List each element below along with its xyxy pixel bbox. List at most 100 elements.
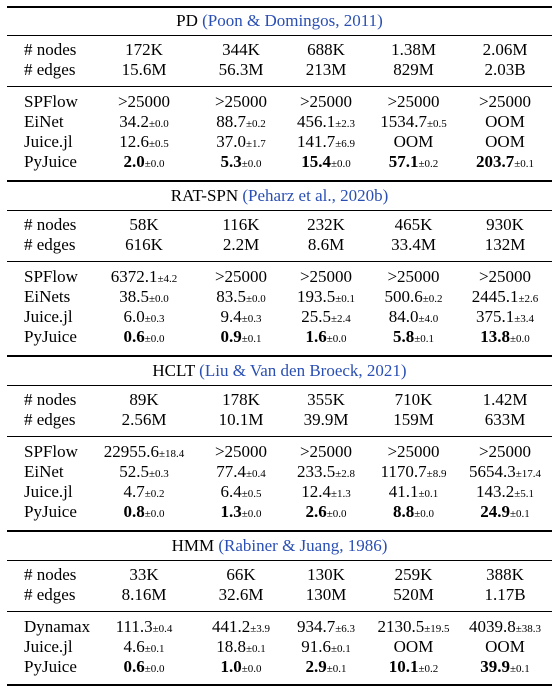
- cell-value: 456.1: [296, 112, 336, 131]
- cell: 111.3±0.4: [98, 617, 190, 637]
- cell-value: 6.4: [220, 482, 242, 501]
- cell: 520M: [393, 585, 434, 604]
- cell: 15.6M: [121, 60, 167, 79]
- title-rule: [7, 385, 552, 386]
- cell: 58K: [129, 215, 159, 234]
- cell-std: ±0.0: [509, 333, 530, 345]
- edges-row: # edges 2.56M 10.1M 39.9M 159M 633M: [0, 410, 559, 430]
- method-label: EiNet: [24, 112, 64, 131]
- cell: 2.06M: [482, 40, 528, 59]
- cell-value: 77.4: [216, 462, 246, 481]
- cell: 375.1±3.4: [455, 307, 555, 327]
- citation-link[interactable]: (Rabiner & Juang, 1986): [218, 536, 388, 555]
- cell: 2.2M: [222, 235, 260, 254]
- cell: 143.2±5.1: [455, 482, 555, 502]
- citation-link[interactable]: (Poon & Domingos, 2011): [202, 11, 383, 30]
- cell-std: ±0.1: [509, 508, 530, 520]
- cell-std: ±0.5: [426, 118, 447, 130]
- nodes-row: # nodes 58K 116K 232K 465K 930K: [0, 215, 559, 235]
- cell: 203.7±0.1: [455, 152, 555, 172]
- top-rule: [7, 180, 552, 182]
- cell: 633M: [484, 410, 526, 429]
- method-label: SPFlow: [24, 442, 78, 461]
- cell: 12.4±1.3: [285, 482, 367, 502]
- cell: 39.9M: [303, 410, 349, 429]
- cell: 0.9±0.1: [200, 327, 282, 347]
- cell-value: 0.8: [123, 502, 145, 521]
- cell-std: ±4.0: [418, 313, 439, 325]
- cell: 132M: [484, 235, 526, 254]
- cell: 5.3±0.0: [200, 152, 282, 172]
- cell: 5.8±0.1: [367, 327, 460, 347]
- top-rule: [7, 355, 552, 357]
- title-rule: [7, 35, 552, 36]
- cell: 616K: [125, 235, 163, 254]
- cell: OOM: [367, 132, 460, 152]
- cell: 2130.5±19.5: [367, 617, 460, 637]
- citation-link[interactable]: (Liu & Van den Broeck, 2021): [199, 361, 407, 380]
- cell-value: >25000: [299, 442, 353, 461]
- cell-value: >25000: [214, 92, 268, 111]
- method-label: Juice.jl: [24, 637, 73, 656]
- cell: 12.6±0.5: [98, 132, 190, 152]
- method-label: EiNet: [24, 462, 64, 481]
- cell-std: ±2.8: [335, 468, 356, 480]
- method-label: PyJuice: [24, 327, 77, 346]
- cell-value: 18.8: [216, 637, 246, 656]
- cell-std: ±3.9: [250, 623, 271, 635]
- cell-value: 0.9: [220, 327, 242, 346]
- method-row: Dynamax 111.3±0.4 441.2±3.9 934.7±6.3 2130.5…: [0, 617, 559, 637]
- cell: 829M: [393, 60, 434, 79]
- cell: 52.5±0.3: [98, 462, 190, 482]
- method-row: PyJuice 0.8±0.0 1.3±0.0 2.6±0.0 8.8±0.0 24.9±…: [0, 502, 559, 522]
- cell-value: 5654.3: [468, 462, 516, 481]
- row-label: # edges: [24, 585, 76, 604]
- cell: 5654.3±17.4: [455, 462, 555, 482]
- method-label: EiNets: [24, 287, 71, 306]
- section-title: HMM (Rabiner & Juang, 1986): [0, 536, 559, 556]
- cell: 930K: [486, 215, 524, 234]
- cell: 1170.7±8.9: [367, 462, 460, 482]
- cell-std: ±0.1: [514, 158, 535, 170]
- cell: 465K: [394, 215, 433, 234]
- cell-value: 500.6: [384, 287, 423, 306]
- cell-value: 0.6: [123, 327, 145, 346]
- cell-value: >25000: [214, 267, 268, 286]
- cell-std: ±6.3: [335, 623, 356, 635]
- cell-value: 41.1: [388, 482, 419, 501]
- cell: 130K: [307, 565, 345, 584]
- cell-std: ±0.5: [148, 138, 169, 150]
- cell: 1.6±0.0: [285, 327, 367, 347]
- cell: 233.5±2.8: [285, 462, 367, 482]
- section-title-text: HCLT: [152, 361, 195, 380]
- cell-std: ±0.0: [241, 663, 262, 675]
- cell-value: 111.3: [115, 617, 153, 636]
- cell: 141.7±6.9: [285, 132, 367, 152]
- cell: 4.7±0.2: [98, 482, 190, 502]
- cell-std: ±0.0: [326, 508, 347, 520]
- section-title: PD (Poon & Domingos, 2011): [0, 11, 559, 31]
- cell: 456.1±2.3: [285, 112, 367, 132]
- cell-value: 37.0: [216, 132, 246, 151]
- cell-value: 15.4: [301, 152, 331, 171]
- cell: 1.3±0.0: [200, 502, 282, 522]
- cell-value: 91.6: [301, 637, 331, 656]
- cell-value: 141.7: [296, 132, 336, 151]
- cell: 84.0±4.0: [367, 307, 460, 327]
- cell-std: ±0.1: [418, 488, 439, 500]
- section-title-text: RAT-SPN: [170, 186, 239, 205]
- bottom-rule: [7, 684, 552, 686]
- citation-link[interactable]: (Peharz et al., 2020b): [242, 186, 389, 205]
- cell: 1.42M: [482, 390, 528, 409]
- cell: >25000: [285, 442, 367, 462]
- cell: 934.7±6.3: [285, 617, 367, 637]
- cell: 10.1±0.2: [367, 657, 460, 677]
- cell-value: 5.3: [220, 152, 242, 171]
- cell-value: OOM: [393, 637, 434, 656]
- cell-value: 0.6: [123, 657, 145, 676]
- cell: 18.8±0.1: [200, 637, 282, 657]
- method-label: PyJuice: [24, 502, 77, 521]
- cell: 88.7±0.2: [200, 112, 282, 132]
- cell: 6.0±0.3: [98, 307, 190, 327]
- cell-value: 39.9: [480, 657, 510, 676]
